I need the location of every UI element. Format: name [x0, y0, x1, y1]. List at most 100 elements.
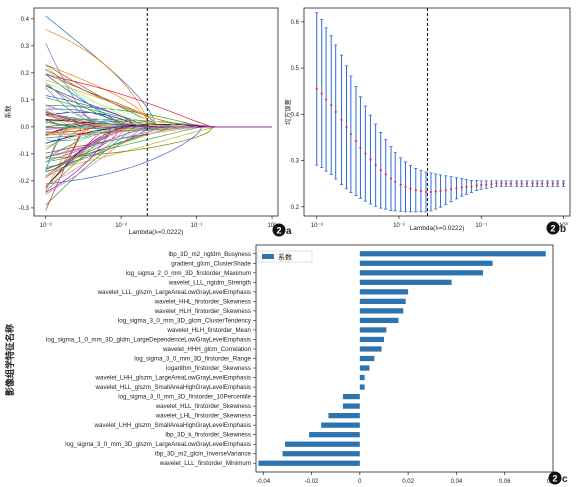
panel-a-ytick-label: 0.1: [21, 98, 30, 104]
cv-mean-point: [379, 169, 382, 172]
cv-mean-point: [439, 189, 442, 193]
cv-mean-point: [515, 182, 518, 185]
panel-a-coef-paths: [45, 15, 272, 211]
cv-mean-point: [409, 187, 412, 190]
panel-a-ytick-label: 0.4: [21, 17, 30, 23]
coef-bar: [359, 251, 546, 257]
panel-c-label: c: [562, 474, 568, 485]
panel-a-badge-number: 2: [276, 226, 281, 236]
feature-label: wavelet_HHH_glcm_Correlation: [162, 346, 252, 353]
coef-bar: [342, 393, 360, 400]
cv-mean-point: [325, 98, 328, 101]
coef-bar: [282, 451, 360, 457]
feature-label: wavelet_HLH_firstorder_Mean: [166, 327, 251, 334]
panel-a-ytick-label: -0.3: [19, 206, 30, 212]
panel-c-legend-box: [257, 250, 313, 263]
feature-label: log_sigma_3_0_mm_3D_glszm_LargeAreaLowGr…: [65, 441, 251, 448]
cv-mean-point: [541, 182, 544, 185]
coef-path: [45, 121, 272, 129]
panel-b-badge-number: 2: [550, 224, 555, 234]
cv-mean-point: [320, 92, 323, 95]
cv-mean-point: [495, 182, 498, 185]
feature-label: logarithm_firstorder_Skewness: [166, 365, 251, 372]
feature-label: wavelet_HLL_firstorder_Skewness: [155, 403, 251, 410]
coef-path: [45, 95, 272, 128]
feature-label: wavelet_LLL_glszm_LargeAreaLowGrayLevelE…: [97, 289, 251, 296]
panel-c-xtick-label: 0.06: [499, 479, 511, 485]
coef-bar: [359, 365, 370, 371]
coef-bar: [328, 413, 360, 419]
feature-label: log_sigma_2_0_mm_3D_firstorder_Maximum: [126, 270, 251, 277]
panel-a-ytick-label: -0.2: [19, 179, 30, 185]
coef-path: [45, 126, 272, 137]
coef-bar: [359, 260, 493, 266]
cv-mean-point: [490, 183, 493, 186]
cv-mean-point: [419, 189, 423, 193]
panel-c-xtick-label: 0.02: [402, 479, 414, 485]
panel-b-ytick-label: 0.3: [291, 159, 300, 165]
coef-path: [45, 126, 272, 162]
panel-b-frame: [303, 7, 571, 217]
panel-b-xlabel: Lambda(λ=0.0222): [410, 225, 465, 232]
feature-label: wavelet_LHH_glszm_LargeAreaLowGrayLevelE…: [95, 375, 251, 382]
panel-a-xtick-label: 10⁰: [267, 222, 277, 229]
panel-b-ylabel: 均方误差: [283, 99, 292, 126]
panel-c-xtick-label: 0.04: [451, 479, 463, 485]
cv-mean-point: [364, 152, 367, 155]
coef-path: [45, 126, 272, 193]
coef-path: [45, 126, 272, 133]
coef-path: [45, 84, 272, 128]
panel-b-xtick-label: 10⁻¹: [475, 223, 487, 229]
coef-path: [45, 29, 272, 128]
panel-b-x-ticks: 10⁻³ 10⁻² 10⁻¹ 10⁰: [311, 216, 569, 229]
coef-path: [45, 126, 272, 206]
cv-mean-point: [434, 190, 437, 193]
coef-path: [45, 79, 272, 128]
panel-b-xtick-label: 10⁻³: [311, 223, 323, 229]
coef-path: [45, 126, 272, 158]
panel-b-ytick-label: 0.2: [291, 205, 300, 211]
panel-a: 0.4 0.3 0.2 0.1 0.0 -0.1 -0.2 -0.3 10⁻³ 10⁻² 10⁻¹…: [3, 7, 292, 237]
coef-path: [45, 68, 272, 128]
panel-b-badge: 2 b: [546, 221, 566, 235]
panel-a-ylabel: 系数: [3, 105, 12, 119]
coef-bar: [359, 279, 452, 285]
cv-mean-point: [551, 182, 554, 185]
coef-bar: [342, 403, 360, 409]
cv-mean-point: [374, 164, 377, 167]
panel-a-ytick-label: 0.3: [21, 44, 30, 50]
panel-c-badge-number: 2: [552, 474, 557, 484]
cv-mean-point: [470, 185, 473, 188]
coef-bar: [258, 460, 360, 466]
cv-mean-point: [399, 183, 402, 186]
cv-mean-point: [509, 182, 513, 185]
coef-path: [45, 87, 272, 128]
panel-b-xtick-label: 10⁰: [559, 222, 569, 229]
cv-mean-point: [389, 177, 393, 180]
panel-b-y-ticks: 0.6 0.5 0.4 0.3 0.2: [291, 20, 304, 211]
feature-label: wavelet_LLL_ngtdm_Strength: [168, 279, 252, 286]
coef-path: [45, 126, 272, 168]
coef-path: [45, 126, 272, 185]
cv-mean-point: [340, 118, 343, 121]
panel-c-xtick-label: 0: [358, 479, 362, 485]
coef-bar: [359, 374, 365, 381]
cv-mean-point: [424, 190, 428, 194]
panel-c: lbp_3D_m2_ngtdm_Busyness gradient_glcm_Cl…: [4, 244, 568, 485]
feature-label: wavelet_HHL_firstorder_Skewness: [154, 298, 251, 305]
coef-path: [45, 126, 272, 172]
coef-bar: [359, 308, 404, 314]
coef-path: [45, 113, 272, 128]
coef-path: [45, 85, 272, 128]
cv-mean-point: [531, 182, 534, 185]
cv-mean-point: [504, 182, 508, 185]
cv-mean-point: [475, 184, 478, 187]
cv-mean-point: [334, 110, 337, 114]
panel-a-xtick-label: 10⁻²: [115, 223, 127, 229]
feature-label: lbp_3D_m2_ngtdm_Busyness: [168, 251, 251, 258]
panel-b-ytick-label: 0.5: [291, 66, 300, 72]
panel-c-bars: [258, 251, 546, 466]
coef-bar: [359, 384, 365, 390]
